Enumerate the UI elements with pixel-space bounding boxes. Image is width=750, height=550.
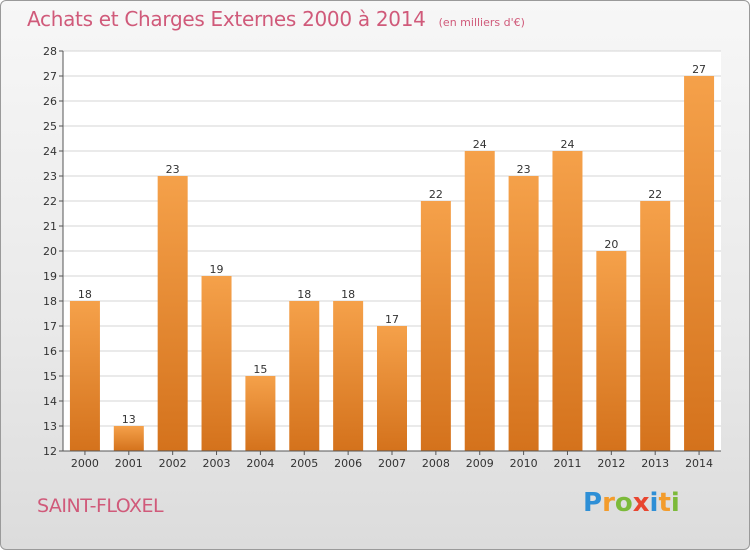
- logo-letter: t: [658, 488, 671, 518]
- x-tick-label: 2009: [466, 457, 494, 470]
- y-tick-label: 23: [43, 170, 57, 183]
- x-tick-label: 2002: [159, 457, 187, 470]
- bar: [552, 151, 583, 451]
- commune-name: SAINT-FLOXEL: [37, 495, 164, 517]
- y-tick-label: 15: [43, 370, 57, 383]
- x-tick-label: 2012: [597, 457, 625, 470]
- bar: [508, 176, 539, 451]
- x-tick-label: 2010: [510, 457, 538, 470]
- y-tick-label: 24: [43, 145, 57, 158]
- bar: [245, 376, 276, 451]
- bar-value-label: 13: [122, 413, 136, 426]
- x-tick-label: 2000: [71, 457, 99, 470]
- x-tick-label: 2006: [334, 457, 362, 470]
- bar-value-label: 20: [604, 238, 618, 251]
- bar: [69, 301, 100, 451]
- y-tick-label: 26: [43, 95, 57, 108]
- bar-value-label: 22: [429, 188, 443, 201]
- chart-title: Achats et Charges Externes 2000 à 2014: [27, 7, 426, 31]
- bar: [684, 76, 715, 451]
- y-tick-label: 13: [43, 420, 57, 433]
- x-tick-label: 2004: [246, 457, 274, 470]
- bar-value-label: 23: [166, 163, 180, 176]
- y-tick-label: 28: [43, 45, 57, 58]
- x-tick-label: 2003: [203, 457, 231, 470]
- x-tick-label: 2005: [290, 457, 318, 470]
- axis-layer: 12 13 14 15 16 17 18 19 20 21 22 23 24 25 26 27 28 2000 20…: [43, 45, 721, 470]
- bar-value-label: 24: [473, 138, 487, 151]
- bar-layer: 18 13 23 19 15 18 18 17 22 24 23 24 20 22 27: [69, 63, 715, 451]
- bar-value-label: 19: [210, 263, 224, 276]
- bar-value-label: 24: [560, 138, 574, 151]
- logo-letter: x: [632, 488, 650, 518]
- bar-value-label: 27: [692, 63, 706, 76]
- bar-value-label: 18: [78, 288, 92, 301]
- bar: [201, 276, 232, 451]
- logo-letter: i: [649, 488, 659, 518]
- bar-value-label: 15: [253, 363, 267, 376]
- bar: [420, 201, 451, 451]
- x-tick-label: 2007: [378, 457, 406, 470]
- x-tick-label: 2013: [641, 457, 669, 470]
- y-tick-label: 14: [43, 395, 57, 408]
- y-tick-label: 19: [43, 270, 57, 283]
- chart-subtitle: (en milliers d'€): [438, 16, 525, 29]
- logo-letter: o: [614, 488, 633, 518]
- x-tick-label: 2014: [685, 457, 713, 470]
- bar: [113, 426, 144, 451]
- y-tick-label: 20: [43, 245, 57, 258]
- bar: [289, 301, 320, 451]
- y-tick-label: 16: [43, 345, 57, 358]
- y-tick-label: 22: [43, 195, 57, 208]
- bar-value-label: 23: [517, 163, 531, 176]
- y-tick-label: 17: [43, 320, 57, 333]
- bar: [157, 176, 188, 451]
- title-row: Achats et Charges Externes 2000 à 2014 (…: [27, 7, 525, 31]
- bar: [640, 201, 671, 451]
- bar: [377, 326, 407, 451]
- y-tick-label: 18: [43, 295, 57, 308]
- logo-letter: P: [583, 488, 603, 518]
- y-tick-label: 12: [43, 445, 57, 458]
- x-tick-label: 2001: [115, 457, 143, 470]
- x-tick-label: 2008: [422, 457, 450, 470]
- bar: [333, 301, 364, 451]
- logo-letter: r: [602, 488, 615, 518]
- bar: [464, 151, 495, 451]
- bar: [596, 251, 627, 451]
- y-tick-label: 27: [43, 70, 57, 83]
- logo-letter: i: [670, 488, 680, 518]
- y-tick-label: 25: [43, 120, 57, 133]
- bar-value-label: 22: [648, 188, 662, 201]
- x-tick-label: 2011: [553, 457, 581, 470]
- bar-value-label: 17: [385, 313, 399, 326]
- proxiti-logo: Proxiti: [583, 488, 680, 518]
- bar-value-label: 18: [297, 288, 311, 301]
- bar-value-label: 18: [341, 288, 355, 301]
- y-tick-label: 21: [43, 220, 57, 233]
